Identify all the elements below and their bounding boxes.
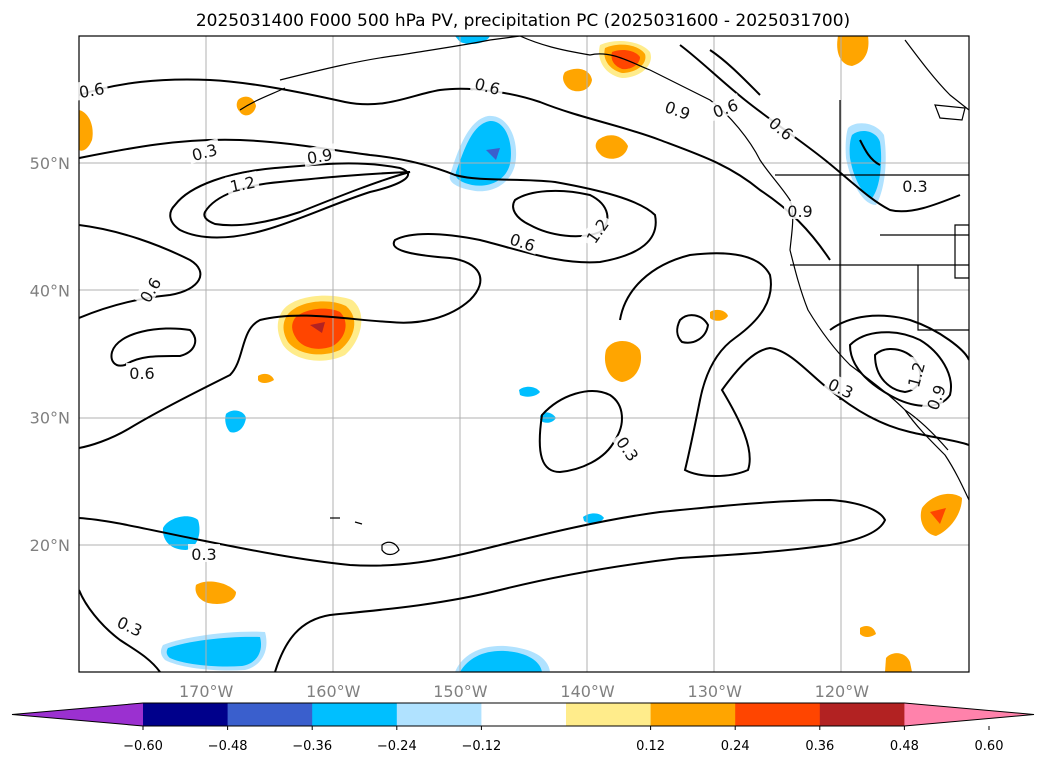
pv-contours <box>79 44 969 672</box>
precip-negative-area-7 <box>225 410 246 433</box>
colorbar-segment <box>819 703 905 726</box>
precip-negative-area-3 <box>160 631 267 671</box>
lon-tick-label: 160°W <box>306 682 361 701</box>
contour-label-bg <box>74 77 109 101</box>
precip-negative-area-9 <box>583 513 604 524</box>
precip-positive-area-12 <box>885 653 912 672</box>
chart-title: 2025031400 F000 500 hPa PV, precipitatio… <box>196 11 850 31</box>
colorbar-tick-label: 0.24 <box>721 739 750 754</box>
colorbar-tick-label: −0.24 <box>377 739 417 754</box>
contour-label-bg <box>302 143 337 167</box>
contour-label: 1.2 <box>228 173 257 197</box>
lat-tick-label: 30°N <box>30 409 70 428</box>
colorbar-tick-label: −0.60 <box>123 739 163 754</box>
contour-label: 0.9 <box>306 145 334 168</box>
colorbar-tick-label: 0.60 <box>975 739 1004 754</box>
contour-label-bg <box>133 271 166 308</box>
colorbar-tick-labels: −0.60 −0.48 −0.36 −0.24 −0.12 0.12 0.24 0.36 0.4… <box>123 726 1003 754</box>
lat-tick-label: 40°N <box>30 281 70 300</box>
colorbar-segment <box>735 703 821 726</box>
map-frame <box>78 35 970 673</box>
contour-label-bg <box>784 201 816 219</box>
colorbar-segment <box>143 703 229 726</box>
precip-areas <box>79 36 962 672</box>
colorbar-segment <box>566 703 652 726</box>
lat-tick-labels: 50°N 40°N 30°N 20°N <box>30 154 70 555</box>
precip-negative-area-8 <box>519 386 540 397</box>
colorbar-tick-label: −0.12 <box>461 739 501 754</box>
colorbar-extend-high <box>904 703 1034 726</box>
colorbar-tick-label: −0.36 <box>292 739 332 754</box>
colorbar-tick-label: −0.48 <box>208 739 248 754</box>
contour-label-bg <box>822 372 860 403</box>
precip-positive-area-5 <box>595 135 628 159</box>
contour-label-bg <box>659 95 697 124</box>
lon-tick-label: 170°W <box>179 682 234 701</box>
contour-label: 0.3 <box>191 545 216 564</box>
precip-positive-area-4 <box>563 68 592 92</box>
contour-label: 0.6 <box>78 79 106 102</box>
contour-label: 0.3 <box>902 177 927 196</box>
colorbar-tick-label: 0.48 <box>890 739 919 754</box>
map-background <box>79 36 969 672</box>
contour-label-bg <box>126 363 158 381</box>
precip-negative-area-1 <box>449 115 517 192</box>
colorbar-segment <box>481 703 567 726</box>
contour-label: 0.9 <box>787 202 812 221</box>
lon-tick-label: 120°W <box>815 682 870 701</box>
lon-tick-label: 150°W <box>433 682 488 701</box>
contour-label-bg <box>921 378 950 416</box>
lon-tick-labels: 170°W 160°W 150°W 140°W 130°W 120°W <box>179 682 869 701</box>
precip-positive-area-8 <box>79 110 93 151</box>
contour-label-bg <box>469 72 506 98</box>
colorbar <box>11 702 1035 727</box>
colorbar-tick-label: 0.12 <box>636 739 665 754</box>
contour-label-bg <box>188 544 220 562</box>
precip-positive-area-1 <box>277 295 362 361</box>
colorbar-segment <box>650 703 736 726</box>
contour-label-bg <box>902 356 928 393</box>
contour-label-bg <box>186 138 223 164</box>
contour-labels: 0.60.3 0.91.20.60.60.9 0.60.61.20.30.90.60… <box>74 72 950 641</box>
precip-positive-area-11 <box>930 508 946 524</box>
precip-negative-area-2 <box>455 645 550 672</box>
colorbar-segment <box>312 703 398 726</box>
contour-label-bg <box>579 212 614 249</box>
colorbar-tick-label: 0.36 <box>805 739 834 754</box>
colorbar-extend-low <box>12 703 143 726</box>
contour-label-bg <box>504 227 541 255</box>
precip-negative-area-4 <box>162 516 200 550</box>
contour-label: 0.6 <box>129 364 154 383</box>
contour-label-bg <box>706 93 744 122</box>
contour-label-bg <box>111 610 149 641</box>
lat-tick-label: 50°N <box>30 154 70 173</box>
contour-label-bg <box>763 110 800 145</box>
lon-tick-label: 130°W <box>688 682 743 701</box>
lat-tick-label: 20°N <box>30 536 70 555</box>
precip-positive-area-14 <box>860 626 876 637</box>
contour-label-bg <box>899 176 931 194</box>
contour-label-bg <box>224 170 260 196</box>
contour-label-bg <box>611 430 646 467</box>
precip-negative-area-6 <box>849 130 882 198</box>
precip-positive-area-15 <box>258 373 274 383</box>
colorbar-segment <box>396 703 482 726</box>
precip-positive-area-6 <box>604 341 642 382</box>
precip-positive-area-3 <box>837 36 869 66</box>
colorbar-segment <box>227 703 313 726</box>
lon-tick-label: 140°W <box>560 682 615 701</box>
